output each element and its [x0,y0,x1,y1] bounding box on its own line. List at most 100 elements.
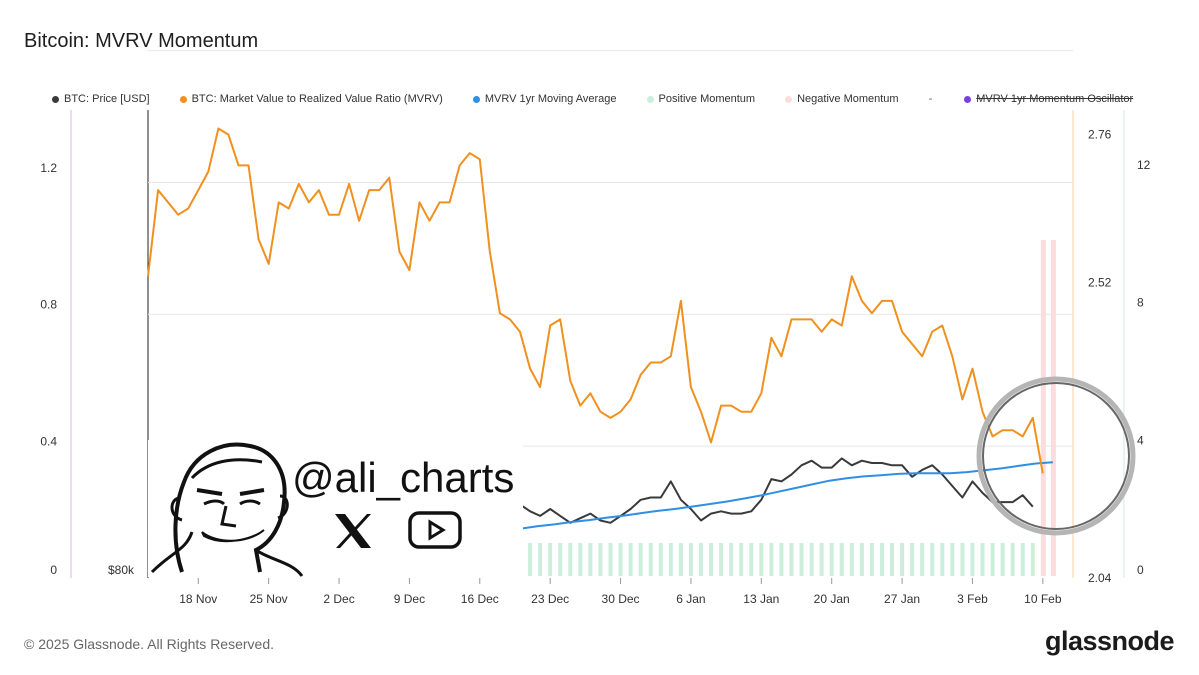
x-tick-label: 18 Nov [179,592,217,606]
positive-momentum-bar [618,543,623,576]
watermark: @ali_charts [148,440,523,577]
x-tick-label: 3 Feb [957,592,988,606]
positive-momentum-bar [859,543,864,576]
x-tick-label: 25 Nov [250,592,288,606]
positive-momentum-bar [779,543,784,576]
positive-momentum-bar [1000,543,1005,576]
mvrv-axis-tick-label: 2.04 [1088,571,1112,585]
momentum-bars [518,240,1056,576]
left-axis-tick-label: 0 [50,563,57,577]
positive-momentum-bar [799,543,804,576]
positive-momentum-bar [1030,543,1035,576]
legend-dot-icon [179,95,187,103]
axis-ticks: 18 Nov 25 Nov 2 Dec 9 Dec 16 Dec 23 Dec 30 Dec… [40,128,1150,606]
positive-momentum-bar [568,543,573,576]
positive-momentum-bar [578,543,583,576]
legend-item[interactable]: MVRV 1yr Moving Average [472,93,617,105]
legend-label: Positive Momentum [658,93,756,105]
positive-momentum-bar [990,543,995,576]
positive-momentum-bar [528,543,533,576]
positive-momentum-bar [638,543,643,576]
x-tick-label: 2 Dec [323,592,354,606]
positive-momentum-bar [548,543,553,576]
positive-momentum-bar [950,543,955,576]
grid [148,50,1073,447]
positive-momentum-bar [930,543,935,576]
positive-momentum-bar [598,543,603,576]
chart-title: Bitcoin: MVRV Momentum [24,30,259,52]
positive-momentum-bar [719,543,724,576]
watermark-handle: @ali_charts [292,454,514,501]
x-tick-label: 6 Jan [676,592,705,606]
positive-momentum-bar [900,543,905,576]
positive-momentum-bar [849,543,854,576]
positive-momentum-bar [789,543,794,576]
legend-item[interactable]: MVRV 1yr Momentum Oscillator [964,93,1133,105]
legend-item[interactable]: Negative Momentum [785,93,899,105]
positive-momentum-bar [940,543,945,576]
mvrv-line [147,127,1044,474]
positive-momentum-bar [678,543,683,576]
positive-momentum-bar [869,543,874,576]
magnifier-annotation [976,376,1136,536]
legend-item[interactable]: BTC: Market Value to Realized Value Rati… [179,93,443,105]
meme-face-logo [150,442,304,577]
positive-momentum-bar [538,543,543,576]
price-axis-tick-label: $80k [108,563,135,577]
legend-label: BTC: Price [USD] [64,93,150,105]
legend-label: BTC: Market Value to Realized Value Rati… [191,93,443,105]
positive-momentum-bar [688,543,693,576]
positive-momentum-bar [769,543,774,576]
copyright-footer: © 2025 Glassnode. All Rights Reserved. [24,636,275,652]
x-tick-label: 10 Feb [1024,592,1062,606]
legend-separator: - [928,93,933,105]
positive-momentum-bar [668,543,673,576]
legend-dot-icon [785,95,793,103]
positive-momentum-bar [819,543,824,576]
positive-momentum-bar [960,543,965,576]
x-tick-label: 30 Dec [602,592,640,606]
x-tick-label: 20 Jan [814,592,850,606]
positive-momentum-bar [920,543,925,576]
legend-item[interactable]: BTC: Price [USD] [52,93,150,105]
mvrv-axis-tick-label: 2.52 [1088,275,1112,289]
positive-momentum-bar [1020,543,1025,576]
right-axis-tick-label: 12 [1137,158,1151,172]
legend-label: MVRV 1yr Moving Average [484,93,617,105]
right-axis-tick-label: 4 [1137,433,1144,447]
positive-momentum-bar [759,543,764,576]
glassnode-logo: glassnode [1045,626,1175,656]
legend: BTC: Price [USD] BTC: Market Value to Rea… [52,93,1163,105]
x-tick-label: 27 Jan [884,592,920,606]
legend-item[interactable]: Positive Momentum [646,93,756,105]
legend-dot-icon [52,95,59,103]
positive-momentum-bar [729,543,734,576]
x-logo-icon [335,514,371,548]
positive-momentum-bar [1010,543,1015,576]
positive-momentum-bar [588,543,593,576]
positive-momentum-bar [608,543,613,576]
positive-momentum-bar [709,543,714,576]
positive-momentum-bar [970,543,975,576]
right-axis-tick-label: 8 [1137,296,1144,310]
legend-dot-icon [472,95,480,103]
positive-momentum-bar [890,543,895,576]
positive-momentum-bar [739,543,744,576]
x-tick-label: 9 Dec [394,592,425,606]
x-tick-label: 13 Jan [743,592,779,606]
mvrv-moving-average-line [519,461,1053,530]
x-tick-label: 16 Dec [461,592,499,606]
positive-momentum-bar [558,543,563,576]
positive-momentum-bar [698,543,703,576]
legend-label: Negative Momentum [797,93,899,105]
positive-momentum-bar [980,543,985,576]
left-axis-tick-label: 0.4 [40,434,57,448]
positive-momentum-bar [839,543,844,576]
mvrv-axis-tick-label: 2.76 [1088,128,1112,142]
negative-momentum-bar [1050,240,1056,576]
x-tick-label: 23 Dec [531,592,569,606]
left-axis-tick-label: 0.8 [40,298,57,312]
legend-dot-icon [646,95,654,103]
positive-momentum-bar [658,543,663,576]
